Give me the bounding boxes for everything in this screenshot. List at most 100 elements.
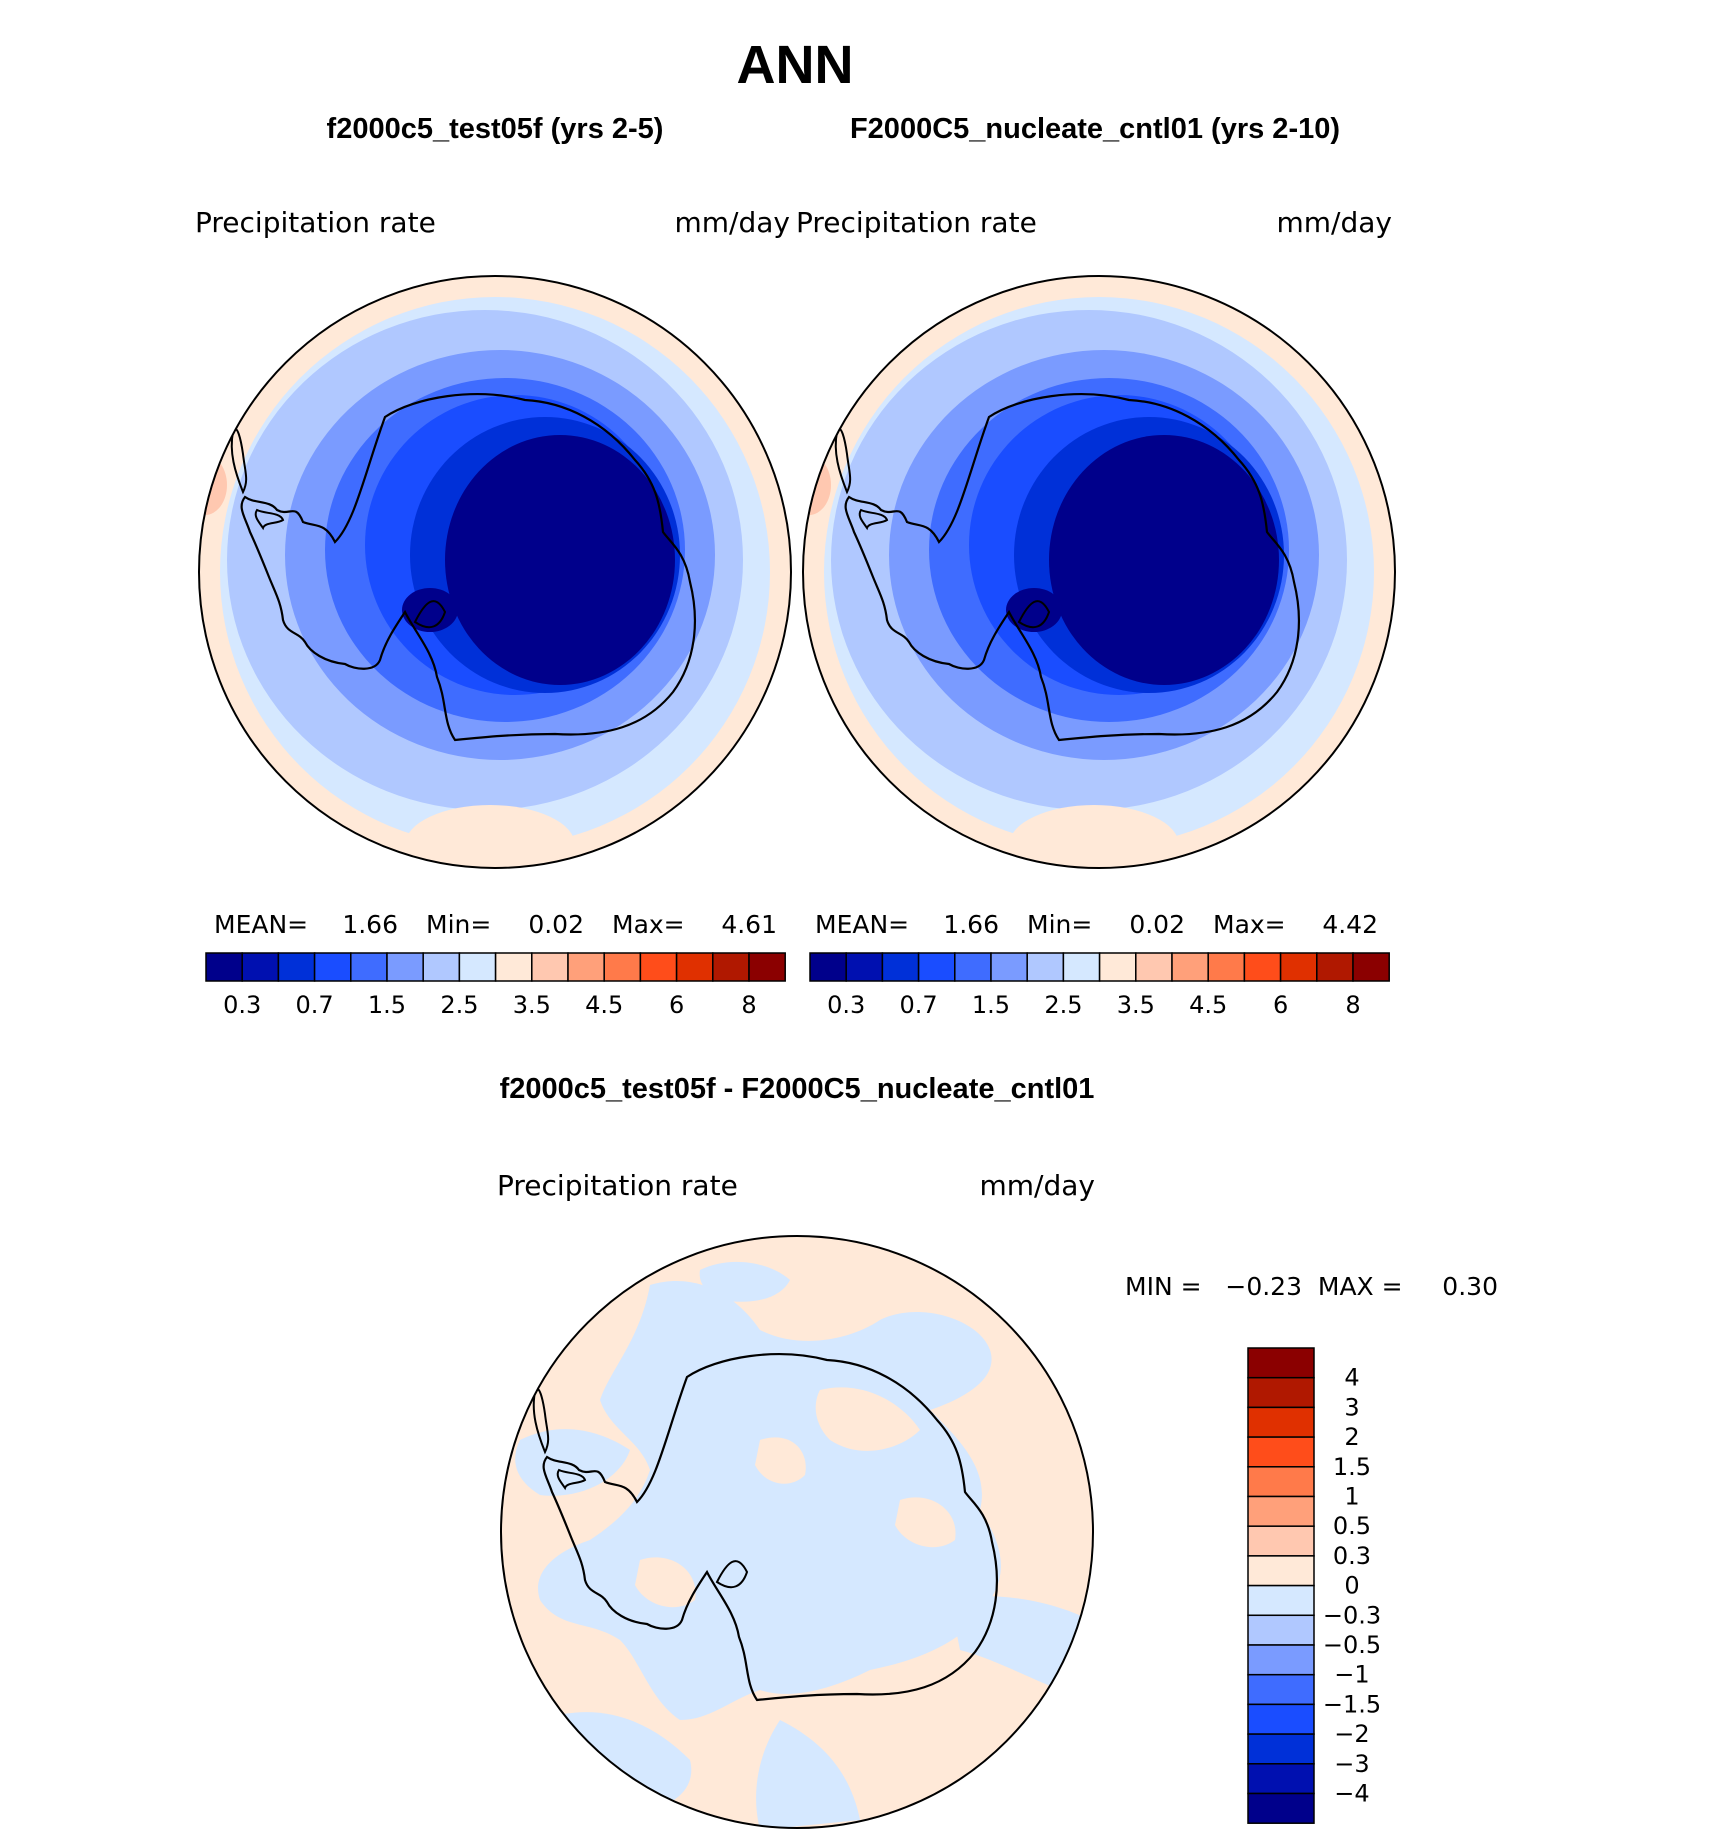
map-right-colorbar-swatch [990, 952, 1028, 982]
diff-colorbar-swatch [1247, 1614, 1315, 1646]
diff-title: f2000c5_test05f - F2000C5_nucleate_cntl0… [500, 1073, 1095, 1105]
diff-colorbar-swatch [1247, 1495, 1315, 1527]
map-left-colorbar-swatch [494, 952, 533, 982]
diff-colorbar [1247, 1347, 1315, 1824]
map-left-stats: MEAN= 1.66 Min= 0.02 Max= 4.61 [214, 910, 777, 939]
map-left-polar-plot [198, 275, 792, 869]
diff-field-label: Precipitation rate [497, 1169, 738, 1202]
diff-units-label: mm/day [980, 1169, 1096, 1202]
map-left-colorbar-tick-label: 2.5 [440, 991, 478, 1019]
map-right-colorbar-swatch [1098, 952, 1137, 982]
map-right-units-label: mm/day [1277, 206, 1393, 239]
map-right-colorbar-tick-label: 8 [1345, 991, 1360, 1019]
diff-colorbar-tick-label: 4 [1344, 1364, 1359, 1392]
map-right-contours [803, 276, 1395, 868]
diff-colorbar-swatch [1247, 1763, 1315, 1795]
page-title: ANN [737, 35, 854, 95]
map-left-colorbar-tick-label: 6 [669, 991, 684, 1019]
map-left-min-value: 0.02 [528, 910, 584, 939]
map-left-units-label: mm/day [675, 206, 791, 239]
diff-colorbar-tick-label: 3 [1344, 1393, 1359, 1421]
diff-colorbar-swatch [1247, 1406, 1315, 1438]
diff-stats: MIN = −0.23 MAX = 0.30 [1125, 1272, 1498, 1301]
map-right-colorbar-swatch [1279, 952, 1318, 982]
map-right-colorbar-swatch [881, 952, 920, 982]
map-right-polar-plot [802, 275, 1396, 869]
diff-colorbar-tick-label: −4 [1334, 1780, 1369, 1808]
diff-colorbar-swatch [1247, 1733, 1315, 1765]
map-right-colorbar-tick-label: 3.5 [1117, 991, 1155, 1019]
diff-colorbar-swatch [1247, 1644, 1315, 1676]
diff-colorbar-swatch [1247, 1673, 1315, 1706]
map-left-field-label: Precipitation rate [195, 206, 436, 239]
map-right-max-label: Max= [1213, 910, 1286, 939]
diff-colorbar-tick-label: −1.5 [1323, 1690, 1381, 1718]
diff-colorbar-swatch [1247, 1555, 1315, 1587]
map-left-colorbar-swatch [675, 952, 714, 982]
map-right-min-value: 0.02 [1129, 910, 1185, 939]
map-right-case-title: F2000C5_nucleate_cntl01 (yrs 2-10) [850, 113, 1340, 145]
map-right-colorbar-swatch [1352, 952, 1390, 982]
map-right-colorbar-tick-label: 4.5 [1189, 991, 1227, 1019]
map-right-mean-value: 1.66 [943, 910, 999, 939]
map-right-min-label: Min= [1027, 910, 1092, 939]
map-left-colorbar-swatch [639, 952, 678, 982]
map-left-colorbar-swatch [386, 952, 424, 982]
diff-colorbar-swatch [1247, 1584, 1315, 1617]
diff-colorbar-swatch [1247, 1347, 1315, 1379]
map-right-stats: MEAN= 1.66 Min= 0.02 Max= 4.42 [815, 910, 1378, 939]
map-right-colorbar-swatch [1243, 952, 1282, 982]
diff-colorbar-tick-label: 0 [1344, 1572, 1359, 1600]
map-left-contours [199, 276, 791, 868]
diff-colorbar-tick-label: 1 [1344, 1483, 1359, 1511]
map-left-colorbar-tick-label: 3.5 [513, 991, 551, 1019]
map-right-colorbar-tick-label: 6 [1273, 991, 1288, 1019]
map-left-colorbar-swatch [567, 952, 605, 982]
map-left-colorbar-swatch [603, 952, 642, 982]
diff-colorbar-tick-label: 0.3 [1333, 1542, 1371, 1570]
map-left-colorbar-tick-label: 8 [741, 991, 756, 1019]
diff-colorbar-swatch [1247, 1525, 1315, 1557]
map-left-colorbar-swatch [313, 952, 352, 982]
map-right-mean-label: MEAN= [815, 910, 909, 939]
map-left-colorbar-swatch [712, 952, 750, 982]
map-left-max-label: Max= [612, 910, 685, 939]
map-left-mean-value: 1.66 [342, 910, 398, 939]
map-left-colorbar-swatch [422, 952, 461, 982]
map-left-colorbar-swatch [241, 952, 280, 982]
diff-colorbar-tick-label: 2 [1344, 1423, 1359, 1451]
map-right-colorbar-swatch [1135, 952, 1173, 982]
map-right-colorbar-swatch [954, 952, 992, 982]
map-right-colorbar-swatch [1026, 952, 1065, 982]
map-right-colorbar-tick-label: 0.3 [827, 991, 865, 1019]
diff-colorbar-swatch [1247, 1436, 1315, 1468]
diff-colorbar-swatch [1247, 1703, 1315, 1735]
map-left-colorbar-swatch [458, 952, 497, 982]
diff-colorbar-swatch [1247, 1466, 1315, 1498]
map-left-colorbar-swatch [350, 952, 388, 982]
map-right-colorbar-swatch [845, 952, 884, 982]
map-left-case-title: f2000c5_test05f (yrs 2-5) [327, 113, 664, 145]
map-left-max-value: 4.61 [721, 910, 777, 939]
map-left-colorbar-swatch [531, 952, 569, 982]
map-right-colorbar-swatch [1062, 952, 1101, 982]
map-left-colorbar-swatch [205, 952, 243, 982]
diff-colorbar-tick-label: 1.5 [1333, 1453, 1371, 1481]
diff-colorbar-tick-label: −1 [1334, 1661, 1369, 1689]
diff-colorbar-swatch [1247, 1792, 1315, 1824]
map-left-colorbar-swatch [277, 952, 316, 982]
map-right-colorbar [809, 952, 1390, 982]
diff-colorbar-tick-label: −2 [1334, 1720, 1369, 1748]
map-left-colorbar-tick-label: 0.7 [296, 991, 334, 1019]
map-right-colorbar-labels: 0.3 0.7 1.5 2.5 3.5 4.5 6 8 [827, 991, 1361, 1019]
map-left-colorbar-labels: 0.3 0.7 1.5 2.5 3.5 4.5 6 8 [223, 991, 757, 1019]
map-left-colorbar [205, 952, 786, 982]
diff-contours [501, 1236, 1093, 1828]
diff-colorbar-tick-label: −0.3 [1323, 1601, 1381, 1629]
diff-colorbar-tick-label: −0.5 [1323, 1631, 1381, 1659]
map-left-mean-label: MEAN= [214, 910, 308, 939]
map-right-field-label: Precipitation rate [796, 206, 1037, 239]
map-right-colorbar-swatch [809, 952, 847, 982]
